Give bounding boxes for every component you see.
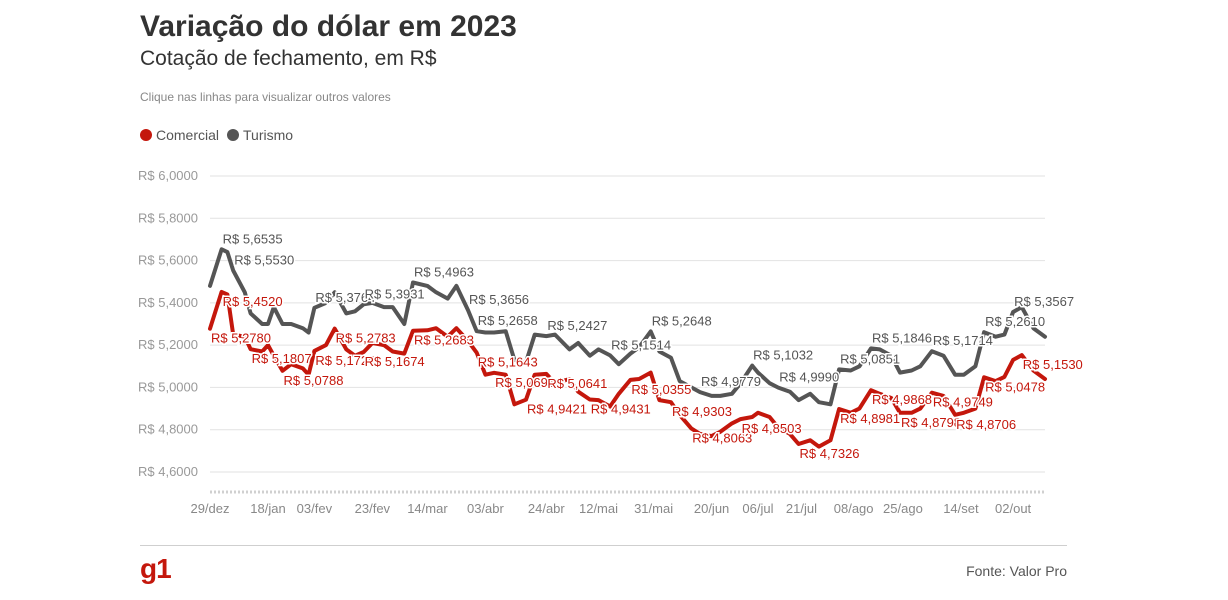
x-tick-label: 25/ago	[883, 501, 923, 516]
legend-item-comercial[interactable]: Comercial	[140, 127, 219, 143]
data-label: R$ 5,6535	[223, 231, 283, 246]
data-label: R$ 5,5530	[234, 253, 294, 268]
x-tick-label: 31/mai	[634, 501, 673, 516]
legend-label-turismo: Turismo	[243, 127, 294, 143]
data-label: R$ 5,4520	[223, 294, 283, 309]
footer-divider	[140, 545, 1067, 546]
data-label: R$ 4,8798	[901, 415, 961, 430]
x-tick-label: 18/jan	[250, 501, 285, 516]
y-tick-label: R$ 5,4000	[138, 295, 198, 310]
data-label: R$ 4,9868	[872, 392, 932, 407]
data-label: R$ 5,3931	[365, 286, 425, 301]
data-label: R$ 5,2783	[336, 331, 396, 346]
y-tick-label: R$ 4,6000	[138, 464, 198, 479]
x-tick-label: 12/mai	[579, 501, 618, 516]
data-label: R$ 5,0851	[840, 351, 900, 366]
series-line-turismo[interactable]	[208, 247, 1047, 407]
data-label: R$ 5,1846	[872, 330, 932, 345]
legend-item-turismo[interactable]: Turismo	[227, 127, 293, 143]
data-label: R$ 4,8063	[692, 430, 752, 445]
data-label: R$ 5,2427	[547, 318, 607, 333]
grid-layer	[210, 175, 1045, 473]
data-label: R$ 5,2658	[478, 313, 538, 328]
legend-label-comercial: Comercial	[156, 127, 220, 143]
x-tick-label: 24/abr	[528, 501, 566, 516]
data-label: R$ 5,3764	[315, 290, 375, 305]
chart-title: Variação do dólar em 2023	[140, 10, 517, 43]
data-label: R$ 5,2610	[985, 314, 1045, 329]
data-label: R$ 4,8981	[840, 411, 900, 426]
data-label: R$ 4,9990	[779, 370, 839, 385]
x-tick-label: 02/out	[995, 501, 1032, 516]
x-tick-label: 21/jul	[786, 501, 817, 516]
x-tick-label: 14/set	[943, 501, 979, 516]
data-label: R$ 5,0691	[495, 375, 555, 390]
data-label: R$ 5,1726	[315, 353, 375, 368]
data-label: R$ 5,0355	[631, 382, 691, 397]
legend: Comercial Turismo	[140, 127, 293, 143]
x-tick-label: 03/fev	[297, 501, 333, 516]
data-label: R$ 5,1032	[753, 348, 813, 363]
series-layer	[208, 247, 1047, 449]
source-credit: Fonte: Valor Pro	[966, 563, 1067, 579]
data-label: R$ 4,8706	[956, 417, 1016, 432]
y-tick-label: R$ 5,2000	[138, 337, 198, 352]
data-label: R$ 5,1714	[933, 333, 993, 348]
data-label: R$ 5,2648	[652, 313, 712, 328]
data-label: R$ 5,1643	[478, 355, 538, 370]
data-label: R$ 5,3567	[1014, 294, 1074, 309]
x-axis: 29/dez 18/jan 03/fev 23/fev 14/mar 03/abr 24/a…	[190, 490, 1045, 516]
data-label: R$ 4,9779	[701, 374, 761, 389]
data-label: R$ 4,9749	[933, 395, 993, 410]
data-label: R$ 5,0788	[283, 373, 343, 388]
data-label: R$ 4,7326	[800, 446, 860, 461]
x-tick-label: 14/mar	[407, 501, 448, 516]
y-tick-label: R$ 5,6000	[138, 253, 198, 268]
series-line-comercial[interactable]	[208, 289, 1047, 449]
data-label: R$ 5,1514	[611, 337, 671, 352]
y-axis: R$ 6,0000 R$ 5,8000 R$ 5,6000 R$ 5,4000 R$ 5…	[138, 168, 198, 479]
data-label: R$ 5,3656	[469, 292, 529, 307]
data-label: R$ 5,0641	[547, 376, 607, 391]
x-tick-label: 06/jul	[742, 501, 773, 516]
x-tick-label: 29/dez	[190, 501, 229, 516]
x-tick-label: 20/jun	[694, 501, 729, 516]
x-tick-label: 08/ago	[834, 501, 874, 516]
y-tick-label: R$ 5,8000	[138, 210, 198, 225]
x-tick-label: 03/abr	[467, 501, 505, 516]
data-label: R$ 5,2683	[414, 333, 474, 348]
g1-logo: g1	[140, 553, 172, 584]
y-tick-label: R$ 4,8000	[138, 422, 198, 437]
data-label: R$ 5,1674	[365, 354, 425, 369]
chart-note: Clique nas linhas para visualizar outros…	[140, 90, 391, 104]
x-tick-label: 23/fev	[355, 501, 391, 516]
data-label: R$ 4,9303	[672, 404, 732, 419]
y-tick-label: R$ 6,0000	[138, 168, 198, 183]
data-label: R$ 5,1807	[252, 351, 312, 366]
annotation-layer: R$ 5,6535 R$ 5,5530 R$ 5,4520 R$ 5,2780 R$ 5…	[210, 230, 1085, 463]
legend-swatch-turismo	[227, 129, 240, 141]
data-label: R$ 5,2780	[211, 331, 271, 346]
data-label: R$ 4,9431	[591, 401, 651, 416]
data-label: R$ 5,4963	[414, 264, 474, 279]
data-label: R$ 5,0478	[985, 379, 1045, 394]
chart-subtitle: Cotação de fechamento, em R$	[140, 47, 437, 70]
y-tick-label: R$ 5,0000	[138, 379, 198, 394]
data-label: R$ 4,9421	[527, 402, 587, 417]
legend-swatch-comercial	[140, 129, 152, 141]
data-label: R$ 4,8503	[742, 421, 802, 436]
data-label: R$ 5,1530	[1023, 357, 1083, 372]
